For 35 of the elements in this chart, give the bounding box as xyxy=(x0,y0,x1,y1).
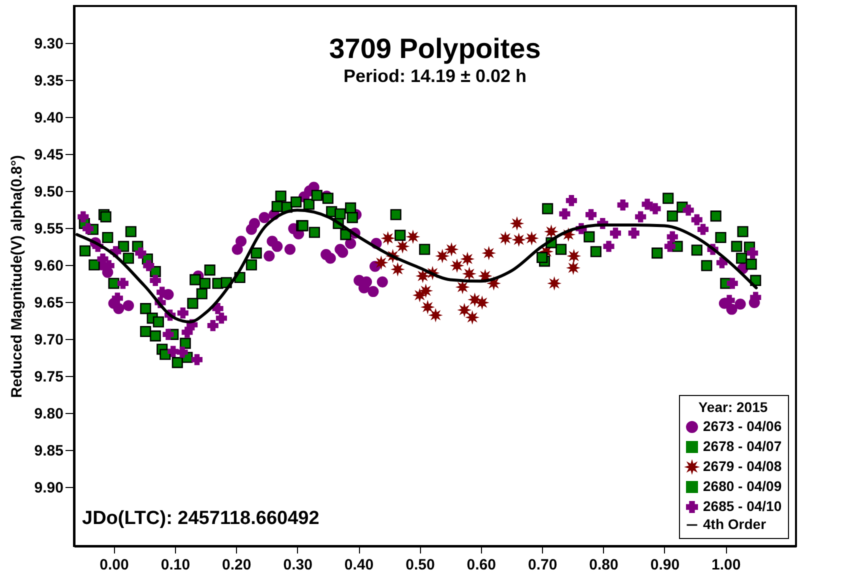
y-tick-label: 9.35 xyxy=(34,72,64,90)
text: Period: 14.19 ± 0.02 h xyxy=(344,66,526,86)
x-tick-label: 0.20 xyxy=(222,556,252,574)
y-tick-label: 9.30 xyxy=(34,35,64,52)
y-tick-label: 9.90 xyxy=(34,479,64,496)
legend-label: 2678 - 04/07 xyxy=(703,438,782,454)
x-tick-label: 0.10 xyxy=(160,556,190,574)
y-tick-label: 9.40 xyxy=(34,109,64,126)
y-tick-label: 9.85 xyxy=(34,442,64,460)
y-tick-label: 9.60 xyxy=(34,257,64,274)
legend-label: 2685 - 04/10 xyxy=(703,498,782,514)
x-tick-label: 0.60 xyxy=(466,556,496,574)
x-tick-label: 0.50 xyxy=(406,556,435,574)
y-tick-label: 9.45 xyxy=(34,146,64,164)
y-tick-label: 9.75 xyxy=(34,368,64,386)
legend-title: Year: 2015 xyxy=(698,399,768,415)
x-tick-label: 0.40 xyxy=(344,556,374,574)
x-tick-label: 0.00 xyxy=(100,556,129,574)
text: 3709 Polypoites xyxy=(329,33,541,64)
annotation: JDo(LTC): 2457118.660492 xyxy=(82,508,320,529)
x-tick-label: 0.30 xyxy=(283,556,312,574)
x-tick-label: 1.00 xyxy=(712,556,741,574)
y-tick-label: 9.55 xyxy=(34,220,64,238)
x-tick-label: 0.90 xyxy=(650,556,680,574)
legend-label: 2679 - 04/08 xyxy=(703,458,782,474)
y-axis-title: Reduced Magnitude(V) alpha(0.8°) xyxy=(8,155,26,398)
x-tick-label: 0.80 xyxy=(589,556,618,574)
x-tick-label: 0.70 xyxy=(528,556,558,574)
y-tick-label: 9.70 xyxy=(34,331,64,348)
legend-label: 2673 - 04/06 xyxy=(703,418,782,434)
y-tick-label: 9.65 xyxy=(34,294,64,312)
legend-label: 2680 - 04/09 xyxy=(703,478,782,494)
y-tick-label: 9.50 xyxy=(34,183,64,200)
y-tick-label: 9.80 xyxy=(34,405,64,422)
legend-label: 4th Order xyxy=(703,516,767,532)
